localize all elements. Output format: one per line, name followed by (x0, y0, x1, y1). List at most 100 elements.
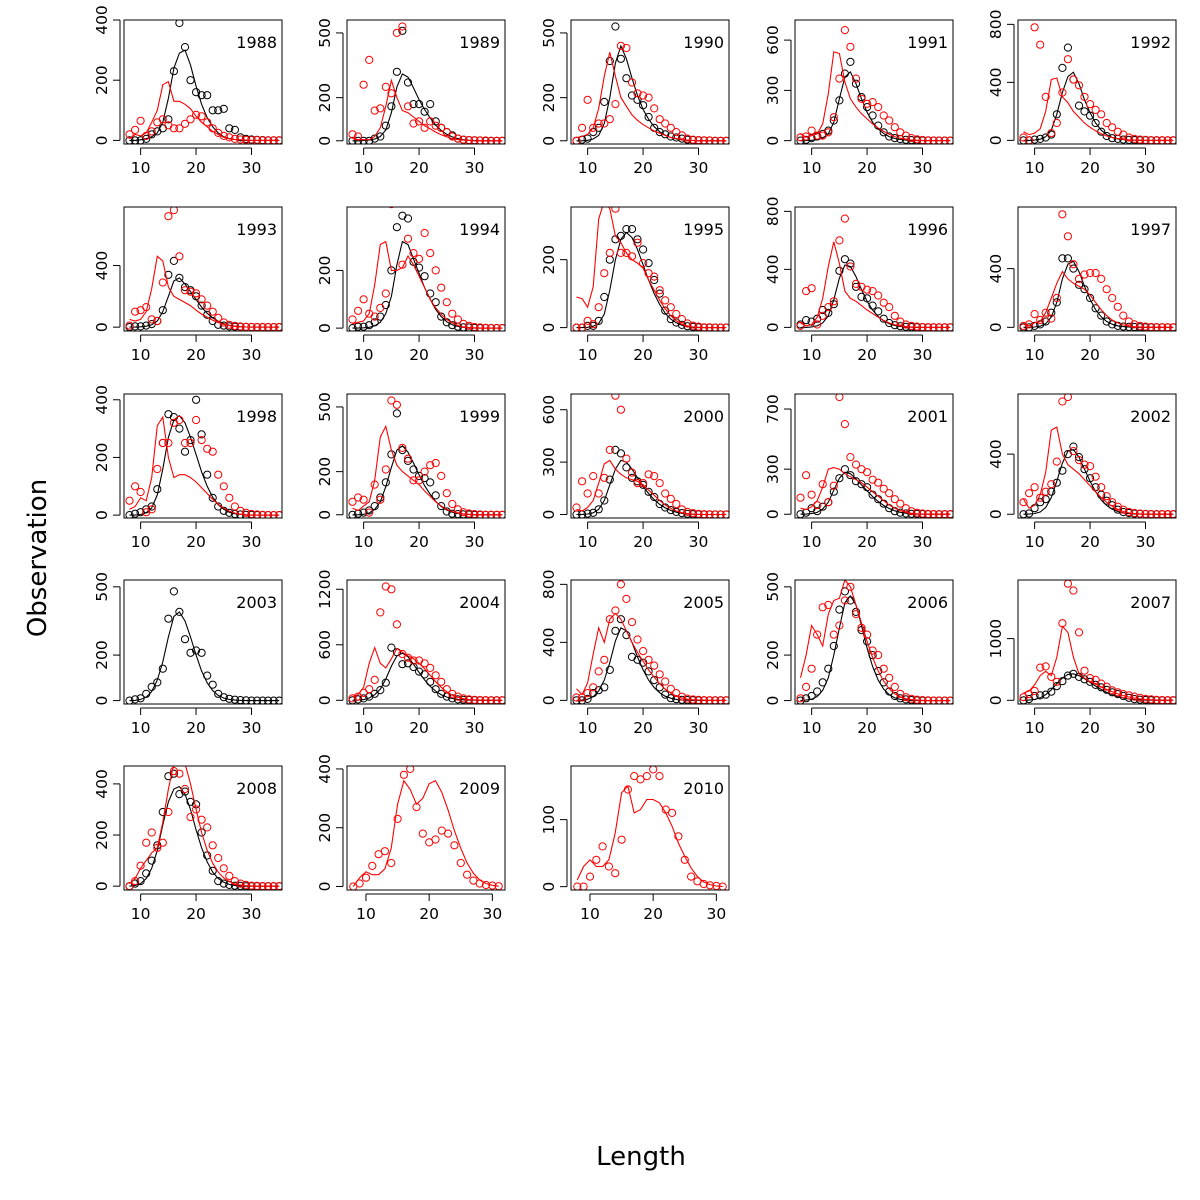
panel-frame (1017, 393, 1177, 519)
obs-point (241, 135, 251, 144)
obs-point (655, 115, 664, 124)
obs-point (802, 682, 811, 692)
obs-point (644, 487, 653, 496)
obs-point (442, 298, 451, 307)
obs-point (1030, 686, 1039, 696)
obs-point (376, 132, 385, 141)
obs-point (627, 91, 637, 100)
obs-point (1102, 118, 1111, 128)
obs-point (370, 106, 379, 115)
obs-point (1147, 695, 1156, 704)
obs-point (1025, 509, 1034, 518)
fit-line (129, 414, 280, 516)
series-0 (572, 615, 729, 704)
obs-point (863, 483, 872, 492)
obs-point (572, 503, 581, 512)
obs-point (600, 292, 609, 302)
obs-point (896, 499, 905, 508)
obs-point (605, 475, 614, 484)
x-tick-label: 30 (913, 346, 933, 364)
obs-point (857, 623, 866, 632)
obs-point (851, 460, 861, 469)
obs-point (1097, 274, 1106, 283)
obs-point (481, 323, 490, 331)
fit-line (800, 467, 951, 515)
obs-point (448, 321, 457, 330)
y-tick-label: 100 (540, 805, 558, 835)
obs-point (125, 321, 134, 330)
obs-point (924, 696, 933, 704)
obs-point (370, 480, 379, 489)
obs-point (813, 501, 822, 510)
obs-point (829, 116, 838, 125)
obs-point (437, 283, 446, 292)
y-tick-label: 600 (764, 25, 782, 55)
obs-point (627, 225, 637, 234)
panel-2009: 2009 10 20 30 0 200 400 (316, 754, 506, 923)
obs-point (1091, 118, 1100, 128)
obs-point (1058, 210, 1067, 219)
obs-point (890, 311, 899, 320)
y-axis: 0 300 600 (540, 395, 568, 519)
panel-year-label: 2006 (907, 593, 948, 612)
obs-point (175, 769, 184, 778)
obs-point (600, 683, 609, 692)
obs-point (142, 131, 151, 140)
obs-point (208, 493, 217, 502)
obs-point (1086, 111, 1095, 120)
obs-point (142, 303, 151, 312)
y-tick-label: 0 (316, 882, 334, 892)
obs-point (1135, 693, 1145, 702)
obs-point (420, 474, 429, 483)
y-tick-label: 1200 (316, 570, 334, 609)
obs-point (583, 134, 592, 143)
obs-point (142, 134, 151, 143)
obs-point (616, 405, 626, 414)
obs-point (639, 245, 648, 254)
obs-point (175, 20, 184, 28)
obs-point (269, 696, 278, 704)
obs-point (583, 95, 592, 104)
obs-point (388, 207, 395, 209)
y-tick-label: 600 (316, 630, 334, 660)
y-axis-title: Observation (23, 479, 53, 637)
obs-point (851, 74, 861, 83)
obs-point (677, 695, 687, 704)
y-tick-label: 0 (93, 322, 111, 332)
fit-line (129, 49, 280, 141)
obs-point (197, 436, 206, 445)
obs-point (175, 124, 184, 133)
obs-point (718, 882, 727, 890)
obs-point (639, 647, 648, 656)
obs-point (387, 89, 396, 98)
obs-point (1152, 695, 1161, 704)
obs-point (197, 112, 206, 121)
x-axis: 10 20 30 (354, 521, 484, 551)
obs-point (498, 510, 505, 518)
obs-point (1108, 123, 1117, 132)
obs-point (666, 684, 675, 693)
obs-point (175, 252, 184, 261)
obs-point (214, 470, 223, 479)
y-tick-label: 700 (764, 394, 782, 424)
obs-point (236, 879, 245, 888)
obs-point (1130, 134, 1139, 143)
obs-point (365, 508, 374, 517)
obs-point (666, 494, 675, 503)
fit-line (352, 424, 503, 516)
x-axis: 10 20 30 (1025, 521, 1155, 551)
panel-year-label: 1991 (907, 33, 948, 52)
panel-1994: 1994 10 20 30 0 200 (316, 206, 506, 364)
fit-line (576, 612, 727, 701)
obs-point (387, 585, 396, 594)
y-tick-label: 1000 (987, 619, 1005, 658)
obs-point (147, 502, 156, 511)
obs-point (661, 690, 670, 699)
obs-point (392, 400, 401, 409)
obs-point (579, 882, 588, 890)
obs-point (225, 124, 234, 133)
x-tick-label: 20 (857, 533, 877, 551)
obs-point (885, 116, 894, 125)
